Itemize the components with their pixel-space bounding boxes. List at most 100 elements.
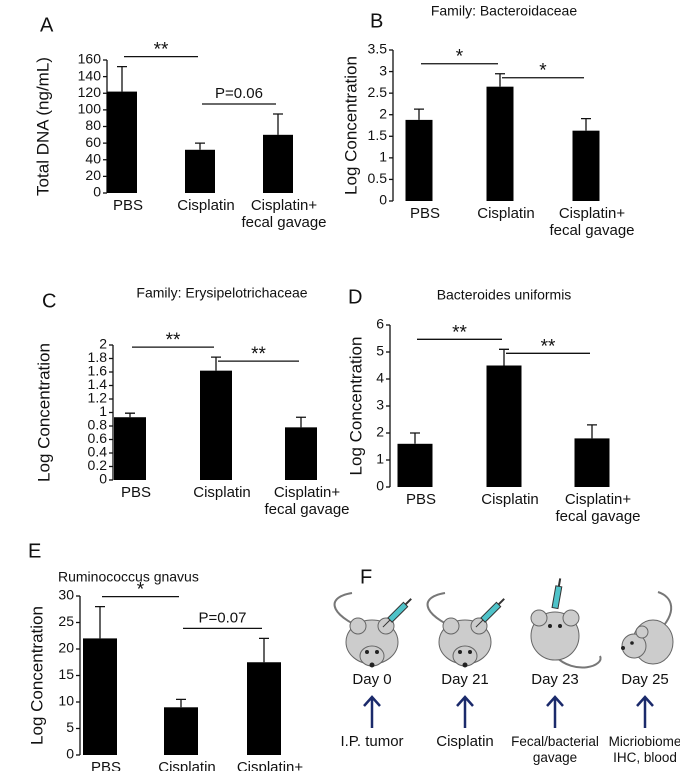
panel-label: E bbox=[28, 540, 41, 562]
x-tick-label: PBS bbox=[406, 491, 436, 508]
step-day: Day 21 bbox=[441, 671, 489, 688]
y-tick-label: 2 bbox=[99, 336, 107, 352]
y-tick-label: 60 bbox=[85, 134, 101, 150]
y-tick-label: 0 bbox=[99, 471, 107, 487]
bar bbox=[285, 427, 317, 480]
mouse bbox=[333, 592, 412, 668]
y-tick-label: 1.8 bbox=[88, 349, 108, 365]
y-tick-label: 30 bbox=[58, 587, 74, 603]
y-tick-label: 20 bbox=[58, 640, 74, 656]
y-tick-label: 120 bbox=[78, 84, 102, 100]
timeline-illustration bbox=[333, 578, 674, 669]
error-bar bbox=[211, 356, 221, 371]
x-tick-label: Cisplatin+fecal gavage bbox=[241, 197, 326, 231]
significance-label: * bbox=[539, 61, 547, 82]
error-bar bbox=[273, 113, 283, 135]
y-tick-label: 0 bbox=[379, 192, 387, 208]
panel-label: C bbox=[42, 290, 56, 312]
bar bbox=[572, 130, 600, 201]
y-tick-label: 15 bbox=[58, 666, 74, 682]
y-tick-label: 1.5 bbox=[368, 127, 388, 143]
step-event: Micriobiome IHC, blood bbox=[609, 734, 680, 765]
y-tick-label: 2.5 bbox=[368, 84, 388, 100]
x-tick-label: Cisplatin bbox=[158, 759, 216, 771]
chart-title: Family: Bacteroidaceae bbox=[431, 3, 578, 19]
y-tick-label: 0 bbox=[93, 184, 101, 200]
y-tick-label: 0 bbox=[66, 746, 74, 762]
x-tick-label: PBS bbox=[121, 484, 151, 501]
y-tick-label: 0.6 bbox=[88, 430, 108, 446]
mouse bbox=[426, 592, 505, 668]
y-tick-label: 3 bbox=[379, 62, 387, 78]
y-tick-label: 20 bbox=[85, 167, 101, 183]
significance-label: ** bbox=[452, 322, 467, 343]
y-axis-label: Log Concentration bbox=[346, 337, 365, 476]
y-tick-label: 3 bbox=[376, 397, 384, 413]
error-bar bbox=[581, 117, 591, 131]
y-axis-label: Total DNA (ng/mL) bbox=[33, 57, 52, 196]
step-event: Cisplatin bbox=[436, 733, 494, 750]
error-bar bbox=[259, 637, 269, 663]
significance-label: ** bbox=[541, 336, 556, 357]
x-tick-label: Cisplatin bbox=[193, 484, 251, 501]
arrow bbox=[636, 695, 654, 728]
bar bbox=[83, 638, 117, 755]
bar bbox=[486, 86, 514, 201]
x-tick-label: Cisplatin bbox=[481, 491, 539, 508]
bar bbox=[405, 119, 433, 201]
x-tick-label: PBS bbox=[91, 759, 121, 771]
panel-label: F bbox=[360, 566, 372, 588]
y-tick-label: 10 bbox=[58, 693, 74, 709]
step-day: Day 23 bbox=[531, 671, 579, 688]
step-event: Fecal/bacterial gavage bbox=[511, 734, 599, 765]
y-tick-label: 6 bbox=[376, 316, 384, 332]
y-tick-label: 1 bbox=[99, 403, 107, 419]
y-tick-label: 3.5 bbox=[368, 41, 388, 57]
error-bar bbox=[410, 432, 420, 444]
y-tick-label: 160 bbox=[78, 51, 102, 67]
bar bbox=[263, 134, 293, 193]
bar bbox=[397, 443, 433, 487]
mouse bbox=[621, 591, 674, 665]
chart-title: Bacteroides uniformis bbox=[437, 287, 572, 303]
significance-label: * bbox=[137, 580, 145, 601]
significance-label: * bbox=[456, 47, 464, 68]
y-axis-label: Log Concentration bbox=[34, 343, 53, 482]
y-tick-label: 80 bbox=[85, 117, 101, 133]
error-bar bbox=[176, 698, 186, 708]
y-tick-label: 4 bbox=[376, 370, 384, 386]
error-bar bbox=[117, 66, 127, 92]
step-day: Day 0 bbox=[352, 671, 391, 688]
arrow bbox=[363, 695, 381, 728]
y-tick-label: 1 bbox=[376, 451, 384, 467]
bar bbox=[107, 91, 137, 193]
y-tick-label: 0.2 bbox=[88, 457, 108, 473]
x-tick-label: Cisplatin bbox=[177, 197, 235, 214]
x-tick-label: PBS bbox=[410, 205, 440, 222]
bar bbox=[574, 438, 610, 487]
chart-title: Family: Erysipelotrichaceae bbox=[136, 285, 307, 301]
x-tick-label: Cisplatin+fecal gavage bbox=[227, 759, 312, 771]
step-event: I.P. tumor bbox=[340, 733, 403, 750]
error-bar bbox=[414, 108, 424, 120]
y-axis-label: Log Concentration bbox=[27, 606, 46, 745]
significance-label: P=0.07 bbox=[199, 609, 247, 626]
error-bar bbox=[296, 416, 306, 428]
panel-label: D bbox=[348, 286, 362, 308]
chart-title: Ruminococcus gnavus bbox=[58, 569, 199, 585]
error-bar bbox=[95, 605, 105, 639]
panel-label: A bbox=[40, 14, 54, 36]
y-tick-label: 0.8 bbox=[88, 417, 108, 433]
mouse bbox=[530, 578, 602, 669]
y-axis-label: Log Concentration bbox=[341, 56, 360, 195]
y-tick-label: 0.4 bbox=[88, 444, 108, 460]
error-bar bbox=[195, 142, 205, 150]
x-tick-label: Cisplatin+fecal gavage bbox=[549, 205, 634, 239]
y-tick-label: 2 bbox=[379, 105, 387, 121]
panel-label: B bbox=[370, 10, 383, 32]
y-tick-label: 1.6 bbox=[88, 363, 108, 379]
significance-label: ** bbox=[154, 40, 169, 61]
bar bbox=[164, 707, 198, 755]
arrow bbox=[546, 695, 564, 728]
